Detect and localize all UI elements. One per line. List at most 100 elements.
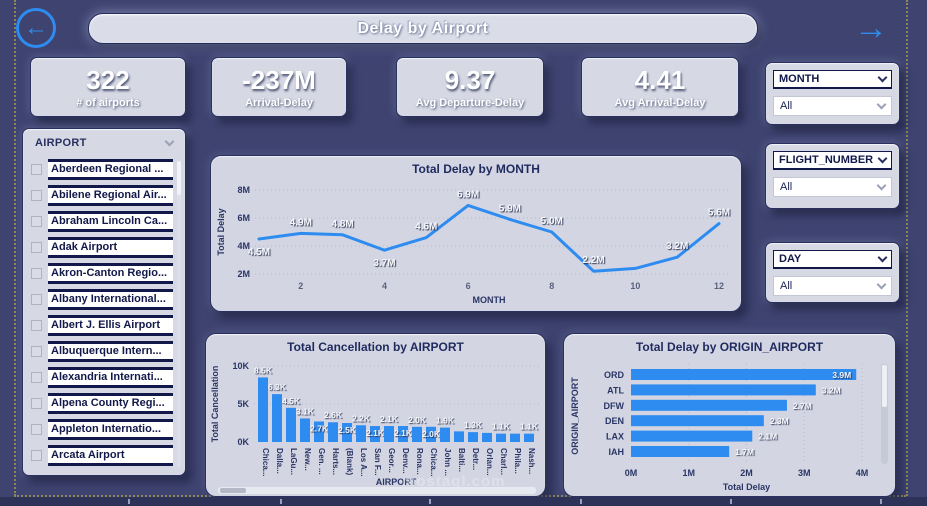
column-chart: 0K 5K 10K 8.5K Chica... 6.3K Dalla... 4.5K LaGu.… [210, 361, 540, 487]
y-axis-tick: 4M [237, 241, 250, 251]
chevron-down-icon [876, 99, 887, 109]
chevron-down-icon [877, 72, 888, 82]
forward-button[interactable]: → [848, 6, 894, 50]
checkbox-icon[interactable] [31, 294, 42, 305]
checkbox-icon[interactable] [31, 320, 42, 331]
x-axis-tick: 4 [382, 281, 387, 291]
y-axis-category-label: IAH [609, 447, 625, 457]
x-axis-category-label: Balti... [457, 448, 466, 472]
airport-slicer-item[interactable]: Arcata Airport [31, 445, 173, 466]
month-slicer-dropdown[interactable]: All [773, 96, 892, 116]
bar[interactable] [398, 426, 408, 442]
checkbox-icon[interactable] [31, 216, 42, 227]
bar[interactable] [342, 423, 352, 442]
bar[interactable] [258, 377, 268, 442]
bar[interactable] [272, 394, 282, 442]
y-axis-category-label: LAX [606, 432, 624, 442]
checkbox-icon[interactable] [31, 268, 42, 279]
airport-slicer-item[interactable]: Alexandria Internati... [31, 367, 173, 388]
day-slicer-header[interactable]: DAY [773, 250, 892, 269]
airport-slicer-item[interactable]: Adak Airport [31, 237, 173, 258]
bar[interactable] [328, 422, 338, 442]
airport-slicer-item[interactable]: Albuquerque Intern... [31, 341, 173, 362]
bar[interactable] [631, 384, 816, 396]
chevron-down-icon [877, 252, 888, 262]
bar[interactable] [440, 427, 450, 442]
ruler-tick [730, 499, 732, 504]
bar[interactable] [370, 426, 380, 442]
checkbox-icon[interactable] [31, 424, 42, 435]
checkbox-icon[interactable] [31, 372, 42, 383]
airport-slicer-item[interactable]: Alpena County Regi... [31, 393, 173, 414]
airport-slicer-header[interactable]: AIRPORT [23, 129, 185, 153]
x-axis-category-label: Chica... [429, 448, 438, 476]
scrollbar-thumb[interactable] [882, 365, 887, 407]
bar[interactable] [482, 432, 492, 442]
bar[interactable] [412, 426, 422, 442]
bar[interactable] [454, 431, 464, 442]
y-axis-category-label: DEN [605, 416, 624, 426]
bar[interactable] [631, 399, 787, 411]
y-axis-category-label: ATL [607, 385, 624, 395]
checkbox-icon[interactable] [31, 190, 42, 201]
airport-slicer-item[interactable]: Albany International... [31, 289, 173, 310]
data-label: 2.0K [408, 415, 427, 425]
bar[interactable] [631, 369, 857, 380]
airport-slicer-item-label: Albany International... [48, 289, 173, 310]
bar[interactable] [631, 446, 730, 457]
airport-slicer-item-label: Albuquerque Intern... [48, 341, 173, 362]
checkbox-icon[interactable] [31, 398, 42, 409]
airport-slicer: AIRPORT Aberdeen Regional ... Abilene Reg… [22, 128, 186, 476]
data-label: 1.7M [735, 447, 754, 457]
flight-number-slicer-header[interactable]: FLIGHT_NUMBER [773, 151, 892, 170]
bar[interactable] [384, 426, 394, 442]
data-label: 6.9M [457, 189, 479, 200]
x-axis-tick: 3M [798, 468, 811, 478]
airport-slicer-item[interactable]: Abraham Lincoln Ca... [31, 211, 173, 232]
bar[interactable] [496, 433, 506, 442]
day-slicer-dropdown[interactable]: All [773, 276, 892, 296]
airport-slicer-item-label: Alexandria Internati... [48, 367, 173, 388]
bar[interactable] [286, 407, 296, 442]
data-label: 4.9M [290, 217, 312, 228]
bar[interactable] [524, 433, 534, 442]
back-button[interactable]: ← [16, 8, 56, 48]
airport-slicer-item[interactable]: Albert J. Ellis Airport [31, 315, 173, 336]
airport-slicer-scrollbar[interactable] [177, 161, 181, 467]
scrollbar-thumb[interactable] [177, 161, 181, 195]
airport-slicer-item-label: Akron-Canton Regio... [48, 263, 173, 284]
checkbox-icon[interactable] [31, 346, 42, 357]
airport-slicer-item[interactable]: Akron-Canton Regio... [31, 263, 173, 284]
chart-horizontal-scrollbar[interactable] [218, 487, 536, 494]
flight-number-slicer-dropdown[interactable]: All [773, 177, 892, 197]
bar[interactable] [426, 426, 436, 442]
forward-arrow-icon: → [854, 8, 888, 47]
line-series[interactable] [257, 203, 721, 273]
bar[interactable] [631, 430, 753, 442]
checkbox-icon[interactable] [31, 450, 42, 461]
airport-slicer-item-label: Aberdeen Regional ... [48, 159, 173, 180]
bar[interactable] [356, 425, 366, 442]
data-label: 5.6M [708, 208, 730, 219]
checkbox-icon[interactable] [31, 164, 42, 175]
data-label: 2.1K [380, 414, 399, 424]
airport-slicer-item[interactable]: Appleton Internatio... [31, 419, 173, 440]
month-slicer-header[interactable]: MONTH [773, 70, 892, 89]
bar[interactable] [631, 415, 764, 427]
line-chart: 2M 4M 6M 8M 2 4 6 8 10 12 MONTH Total Delay 4.5M 4.9M… [216, 185, 730, 305]
bar[interactable] [510, 433, 520, 442]
scrollbar-thumb[interactable] [220, 488, 246, 493]
bar[interactable] [314, 421, 324, 442]
bar[interactable] [468, 432, 478, 442]
chart-title: Total Cancellation by AIRPORT [287, 340, 464, 354]
checkbox-icon[interactable] [31, 242, 42, 253]
airport-slicer-item[interactable]: Abilene Regional Air... [31, 185, 173, 206]
x-axis-tick: 10 [630, 281, 640, 291]
chart-vertical-scrollbar[interactable] [881, 364, 888, 464]
airport-slicer-item[interactable]: Aberdeen Regional ... [31, 159, 173, 180]
data-label: 2.3M [770, 416, 789, 426]
x-axis-tick: 12 [714, 281, 724, 291]
chevron-down-icon [876, 279, 887, 289]
slicer-header-label: FLIGHT_NUMBER [779, 154, 874, 166]
bar[interactable] [300, 418, 310, 442]
